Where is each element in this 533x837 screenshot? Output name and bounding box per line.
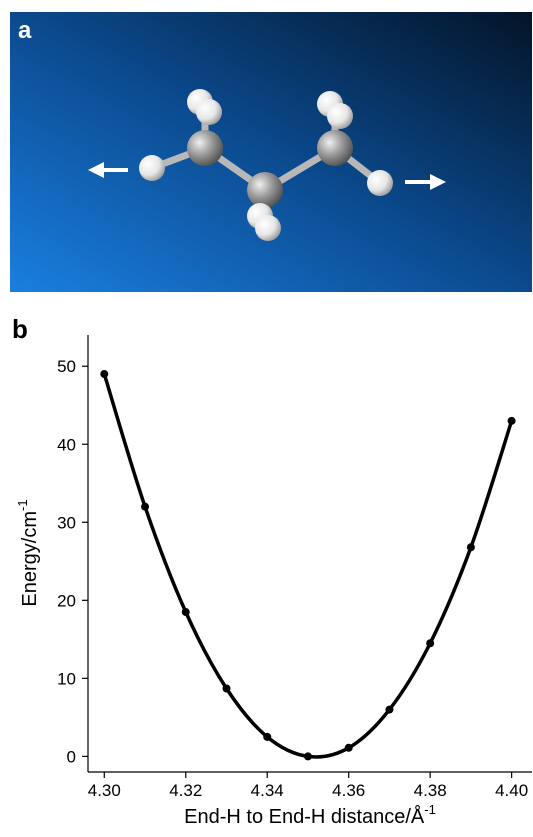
x-tick-label: 4.30 bbox=[88, 781, 121, 800]
data-point bbox=[141, 502, 150, 511]
data-point bbox=[303, 752, 312, 761]
y-axis-label-text: Energy/cm bbox=[19, 511, 41, 607]
data-point bbox=[426, 639, 435, 648]
x-axis-label: End-H to End-H distance/Å-1 bbox=[184, 802, 436, 828]
x-tick-label: 4.38 bbox=[414, 781, 447, 800]
x-axis-label-text: End-H to End-H distance/Å bbox=[184, 805, 425, 828]
atoms bbox=[139, 89, 393, 241]
data-point bbox=[222, 684, 231, 693]
data-point bbox=[100, 370, 109, 379]
panel-a-background bbox=[10, 12, 532, 292]
y-tick-label: 20 bbox=[57, 591, 76, 610]
y-tick-label: 30 bbox=[57, 513, 76, 532]
y-tick-label: 40 bbox=[57, 435, 76, 454]
data-point bbox=[344, 743, 353, 752]
data-point bbox=[181, 608, 190, 617]
x-tick-label: 4.34 bbox=[251, 781, 284, 800]
curve bbox=[102, 373, 514, 759]
data-point bbox=[263, 732, 272, 741]
x-tick-label: 4.40 bbox=[495, 781, 528, 800]
arrows bbox=[88, 162, 446, 190]
y-tick-label: 10 bbox=[57, 669, 76, 688]
y-tick-label: 0 bbox=[67, 747, 76, 766]
panel-label: b bbox=[12, 314, 28, 344]
x-tick-label: 4.32 bbox=[169, 781, 202, 800]
data-point bbox=[507, 416, 516, 425]
x-tick-label: 4.36 bbox=[332, 781, 365, 800]
panel-label: a bbox=[18, 17, 32, 44]
y-tick-label: 50 bbox=[57, 357, 76, 376]
data-point bbox=[385, 705, 394, 714]
y-axis-label: Energy/cm-1 bbox=[15, 499, 41, 606]
data-point bbox=[466, 543, 475, 552]
y-axis-label-sup: -1 bbox=[15, 499, 30, 511]
x-axis-label-sup: -1 bbox=[424, 802, 436, 817]
